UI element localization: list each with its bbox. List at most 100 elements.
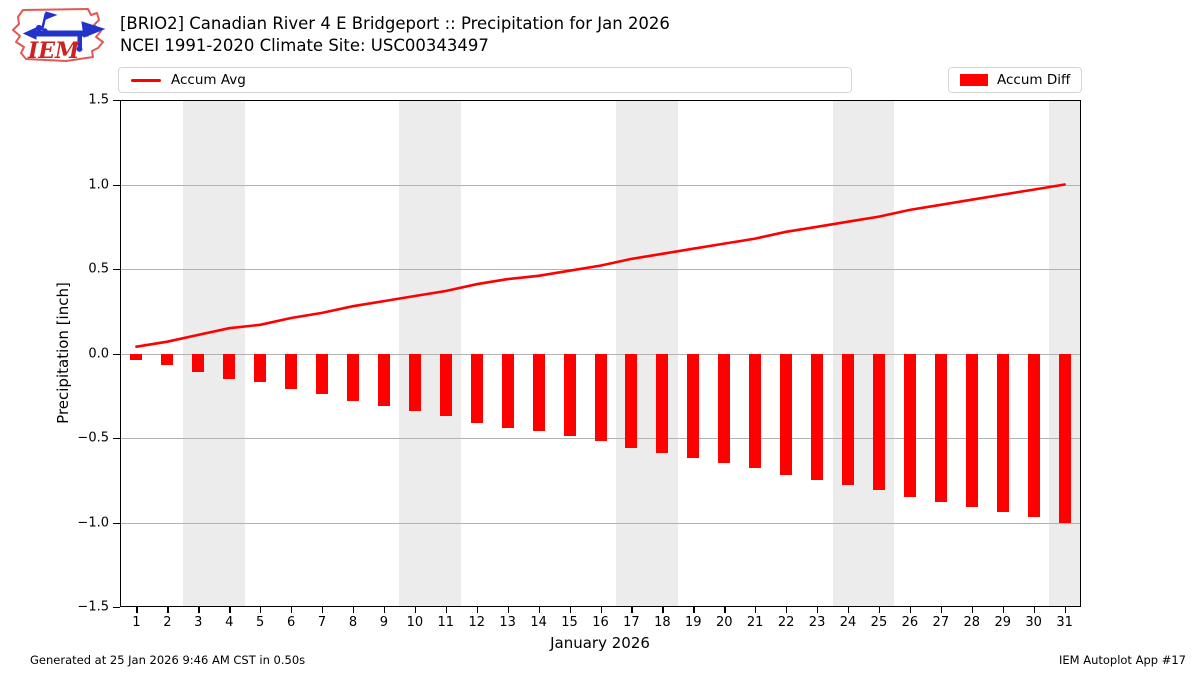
x-tick-label: 27 [932,615,950,630]
y-tick-mark [113,522,120,524]
accum-diff-bar [996,353,1009,513]
x-tick-mark [817,607,819,613]
accum-diff-bar [130,353,143,361]
chart-title: [BRIO2] Canadian River 4 E Bridgeport ::… [120,14,670,33]
y-tick-label: 1.5 [88,92,109,108]
x-tick-label: 5 [256,615,265,630]
accum-diff-bar [780,353,793,476]
x-tick-label: 1 [132,615,141,630]
x-tick-label: 24 [839,615,857,630]
x-tick-mark [291,607,293,613]
accum-diff-bar [965,353,978,508]
accum-diff-bar [872,353,885,491]
x-tick-label: 18 [654,615,671,630]
x-tick-label: 23 [808,615,826,630]
y-tick-mark [113,269,120,271]
y-tick-mark [113,353,120,355]
accum-diff-bar [656,353,669,454]
x-tick-mark [755,607,757,613]
accum-diff-bar [1058,353,1071,523]
x-tick-label: 28 [963,615,981,630]
x-tick-mark [352,607,355,613]
x-tick-mark [569,607,571,613]
footer-generated-text: Generated at 25 Jan 2026 9:46 AM CST in … [30,653,306,667]
x-tick-label: 26 [901,615,919,630]
accum-diff-bar [625,353,638,449]
x-tick-mark [167,607,169,613]
accum-diff-bar [161,353,174,366]
accum-diff-bar [563,353,576,437]
x-tick-label: 3 [194,615,203,630]
x-axis-label: January 2026 [550,634,650,652]
x-tick-label: 16 [592,615,609,630]
x-tick-label: 11 [437,615,455,630]
y-tick-label: 0.5 [88,261,109,277]
gridline [120,522,1081,524]
x-tick-label: 21 [746,615,764,630]
accum-diff-bar [501,353,514,428]
gridline [120,269,1081,270]
x-tick-label: 31 [1056,615,1073,630]
weather-vane-icon [22,11,106,52]
accum-diff-label: Accum Diff [997,72,1071,88]
x-tick-mark [631,607,633,613]
accum-diff-bar [934,353,947,503]
x-tick-mark [693,607,695,613]
y-tick-label: 1.0 [88,177,109,192]
y-tick-label: −1.5 [77,599,109,615]
accum-diff-bar [687,353,700,459]
x-tick-label: 12 [468,615,486,630]
footer-app-text: IEM Autoplot App #17 [1058,653,1186,667]
accum-diff-bar [285,353,298,389]
plot-area [120,100,1081,607]
x-tick-label: 30 [1025,615,1042,630]
x-tick-label: 25 [870,615,888,630]
y-tick-mark [113,438,120,440]
x-tick-label: 15 [561,615,578,630]
accum-diff-bar [254,353,267,383]
x-tick-mark [1064,607,1066,613]
accum-diff-bar [439,353,452,417]
iem-logo: IEM [12,8,106,64]
x-tick-mark [940,607,943,613]
accum-diff-bar [718,353,731,464]
x-tick-mark [198,607,200,613]
accum-diff-bar-swatch-icon [960,74,988,86]
x-tick-mark [538,607,540,613]
x-tick-mark [971,607,974,613]
x-tick-label: 9 [379,615,389,630]
x-tick-label: 22 [777,615,795,630]
x-tick-mark [1002,607,1005,613]
x-tick-label: 17 [623,615,640,630]
x-tick-label: 19 [685,615,702,630]
x-tick-mark [383,607,386,613]
accum-diff-bar [811,353,824,481]
accum-diff-bar [470,353,483,423]
iem-logo-text: IEM [27,38,80,64]
accum-diff-bar [749,353,762,469]
x-tick-label: 29 [994,615,1011,630]
x-tick-mark [1033,607,1035,613]
x-tick-mark [662,607,664,613]
x-tick-label: 20 [715,615,733,630]
chart-subtitle: NCEI 1991-2020 Climate Site: USC00343497 [120,36,489,55]
x-tick-mark [848,607,850,613]
x-tick-label: 7 [317,615,327,630]
x-tick-label: 10 [406,615,424,630]
accum-avg-line-swatch-icon [131,78,161,82]
x-tick-label: 4 [225,615,234,630]
accum-diff-bar [532,353,545,432]
legend-accum-diff: Accum Diff [948,67,1082,93]
accum-diff-bar [903,353,916,498]
legend-accum-avg: Accum Avg [118,67,852,93]
x-tick-mark [878,607,881,613]
x-tick-label: 8 [348,615,358,630]
x-tick-mark [229,607,231,613]
accum-diff-bar [377,353,390,406]
x-tick-mark [445,607,448,613]
x-tick-label: 2 [163,615,172,630]
x-tick-mark [414,607,417,613]
accum-avg-label: Accum Avg [171,72,246,88]
accum-diff-bar [346,353,359,401]
